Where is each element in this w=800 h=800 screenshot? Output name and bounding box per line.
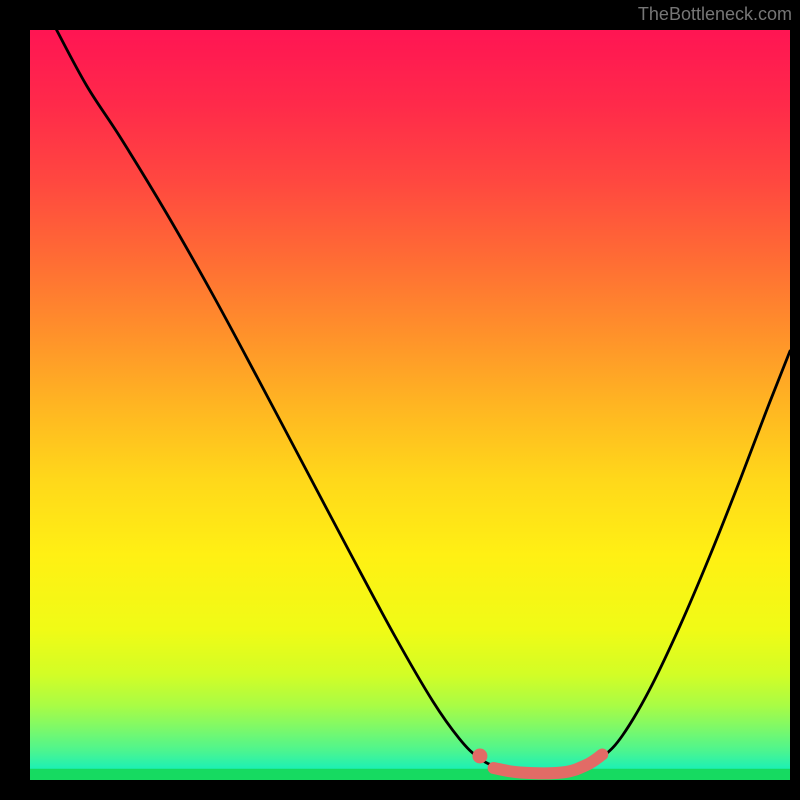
plot-area bbox=[30, 30, 790, 780]
attribution-label: TheBottleneck.com bbox=[638, 4, 792, 25]
bottom-band bbox=[30, 769, 790, 780]
chart-svg bbox=[0, 0, 800, 800]
bottleneck-chart: TheBottleneck.com bbox=[0, 0, 800, 800]
marker-dot bbox=[472, 749, 487, 764]
